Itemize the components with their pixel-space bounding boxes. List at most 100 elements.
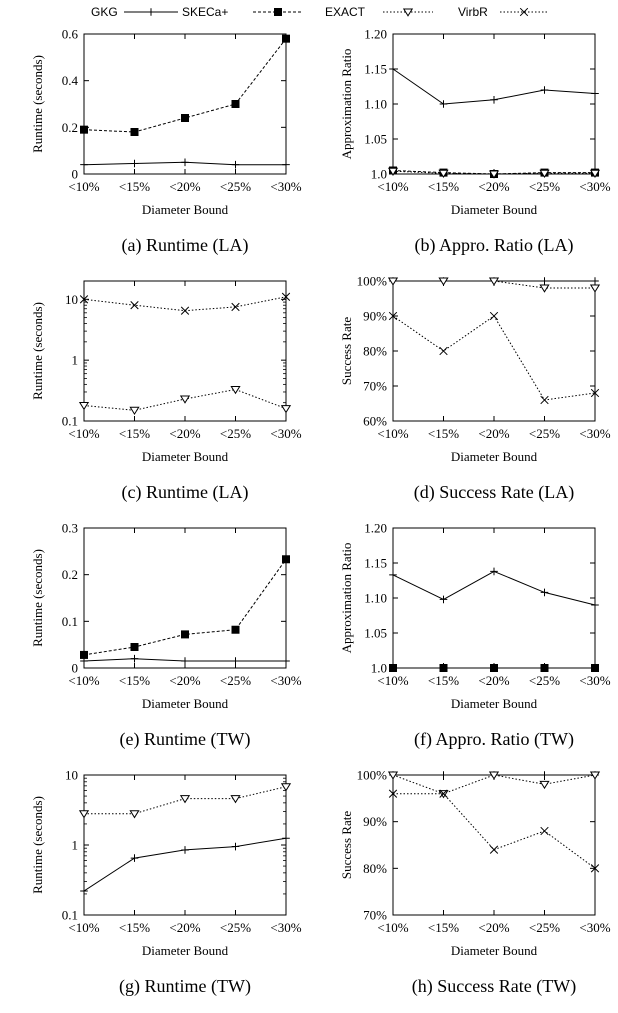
data-point-virbr: [439, 789, 448, 798]
chart-panel: 60% 70% 80% 90% 100% <10% <15% <20% <25% <30% Diam…: [309, 271, 618, 518]
data-point-gkg: [130, 654, 139, 663]
plot-frame: [83, 527, 287, 669]
chart-panel: 0 0.2 0.4 0.6 <10% <15% <20% <25% <30% Diameter B…: [0, 24, 309, 271]
data-point-gkg: [439, 595, 448, 604]
x-tick-label: <30%: [579, 426, 610, 441]
chart-panel: 70% 80% 90% 100% <10% <15% <20% <25% <30% Diamete…: [309, 765, 618, 1012]
data-point-exact: [129, 810, 140, 819]
data-point-gkg: [540, 771, 549, 779]
data-point-gkg: [282, 657, 290, 665]
data-point-exact: [589, 771, 601, 780]
y-tick-label: 70%: [363, 379, 387, 394]
data-point-skeca-: [80, 650, 88, 659]
series-skeca-: [80, 34, 290, 136]
data-point-virbr: [590, 864, 600, 873]
chart-svg: 70% 80% 90% 100% <10% <15% <20% <25% <30% Diamete…: [339, 768, 611, 998]
plot-frame: [83, 33, 287, 175]
data-point-exact: [179, 395, 191, 404]
x-tick-label: <10%: [68, 673, 99, 688]
data-point-gkg: [490, 96, 498, 104]
x-tick-label: <30%: [270, 920, 301, 935]
x-tick-label: <30%: [579, 673, 610, 688]
data-point-virbr: [489, 845, 499, 854]
data-point-exact: [488, 771, 500, 780]
series-virbr: [79, 292, 291, 315]
series-exact: [387, 771, 601, 799]
chart-svg: 0.1 1 10 <10% <15% <20% <25% <30% Diameter Bound…: [30, 280, 302, 503]
y-tick-label: 100%: [357, 274, 388, 289]
data-point-exact: [230, 795, 241, 804]
x-axis-label: Diameter Bound: [451, 202, 538, 217]
x-axis-label: Diameter Bound: [142, 943, 229, 958]
data-point-virbr: [79, 295, 89, 304]
x-tick-label: <10%: [377, 673, 408, 688]
y-tick-label: 10: [65, 768, 78, 783]
data-point-exact: [539, 169, 550, 179]
legend-marker-x: [519, 7, 529, 17]
x-tick-label: <25%: [220, 179, 251, 194]
data-point-gkg: [231, 842, 240, 851]
chart-svg: 60% 70% 80% 90% 100% <10% <15% <20% <25% <30% Diam…: [339, 274, 611, 504]
legend: GKG SKECa+ EXACT VirbR: [91, 5, 548, 19]
series-line-exact: [392, 774, 596, 795]
chart-svg: 0 0.2 0.4 0.6 <10% <15% <20% <25% <30% Diameter B…: [30, 27, 302, 257]
data-point-skeca-: [231, 625, 240, 634]
x-axis-label: Diameter Bound: [451, 449, 538, 464]
y-tick-label: 1.0: [371, 661, 387, 676]
y-tick-label: 0.4: [62, 73, 79, 88]
data-point-exact: [387, 277, 399, 286]
chart-caption: (f) Appro. Ratio (TW): [414, 729, 574, 750]
x-axis-label: Diameter Bound: [142, 202, 229, 217]
x-axis-label: Diameter Bound: [142, 696, 229, 711]
y-tick-label: 0.1: [62, 414, 78, 429]
data-point-skeca-: [130, 643, 139, 651]
data-point-skeca-: [439, 664, 448, 672]
x-tick-label: <15%: [428, 673, 459, 688]
legend-entry-skeca-: SKECa+: [182, 5, 303, 19]
legend-marker-square: [274, 8, 282, 16]
series-line-exact: [393, 280, 595, 289]
data-point-exact: [589, 169, 601, 179]
chart-caption: (g) Runtime (TW): [119, 976, 251, 997]
data-point-exact: [438, 277, 449, 286]
series-exact: [78, 783, 292, 819]
chart-caption: (c) Runtime (LA): [122, 482, 249, 503]
data-point-gkg: [181, 158, 189, 167]
x-tick-label: <25%: [220, 426, 251, 441]
chart-panel: 1.0 1.05 1.10 1.15 1.20 <10% <15% <20% <25% <30% D…: [309, 24, 618, 271]
y-tick-label: 1: [72, 838, 79, 853]
y-tick-label: 60%: [363, 414, 387, 429]
x-tick-label: <20%: [169, 920, 200, 935]
chart-caption: (e) Runtime (TW): [120, 729, 251, 750]
data-point-gkg: [181, 657, 189, 665]
data-point-gkg: [80, 160, 88, 169]
chart-panel: 0.1 1 10 <10% <15% <20% <25% <30% Diameter Bound…: [0, 271, 309, 518]
y-axis-label: Approximation Ratio: [339, 543, 354, 654]
y-tick-label: 0.3: [62, 521, 78, 536]
data-point-gkg: [80, 887, 88, 895]
legend-marker-plus: [147, 8, 155, 16]
legend-entry-exact: EXACT: [325, 5, 433, 19]
x-tick-label: <25%: [220, 920, 251, 935]
data-point-exact: [78, 401, 90, 411]
data-point-gkg: [540, 277, 549, 285]
y-tick-label: 90%: [363, 814, 387, 829]
data-point-skeca-: [591, 664, 599, 672]
data-point-gkg: [591, 601, 599, 609]
data-point-exact: [438, 169, 449, 179]
series-line-gkg: [83, 837, 287, 892]
data-point-gkg: [490, 567, 498, 576]
x-tick-label: <20%: [169, 179, 200, 194]
data-point-exact: [539, 780, 550, 790]
y-tick-label: 0: [72, 167, 79, 182]
data-point-gkg: [282, 160, 290, 169]
data-point-gkg: [130, 159, 139, 168]
data-point-skeca-: [181, 630, 189, 639]
y-tick-label: 1.10: [364, 97, 387, 112]
data-point-skeca-: [282, 34, 290, 43]
series-exact: [78, 385, 292, 416]
y-tick-label: 1.15: [364, 556, 387, 571]
series-virbr: [388, 789, 600, 873]
series-exact: [387, 277, 601, 293]
y-tick-label: 100%: [357, 768, 388, 783]
